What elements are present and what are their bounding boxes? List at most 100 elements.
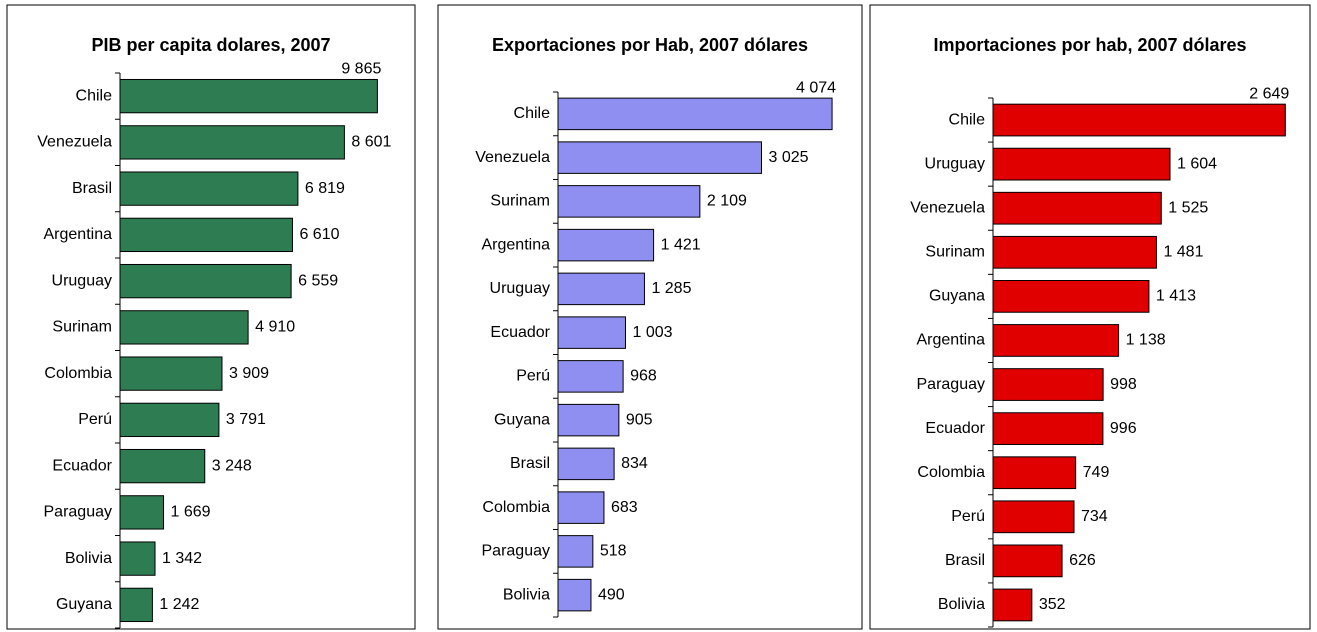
value-label: 4 910 [255, 319, 295, 336]
value-label: 998 [1110, 376, 1137, 393]
bar [992, 456, 1077, 490]
bar [992, 235, 1157, 269]
value-label: 9 865 [341, 61, 381, 78]
panel-frame [6, 4, 416, 630]
bar [119, 217, 293, 253]
bar [557, 272, 645, 306]
bar [992, 280, 1150, 313]
bar [119, 541, 156, 576]
category-label: Venezuela [37, 134, 112, 151]
value-label: 1 003 [632, 324, 672, 341]
value-label: 1 669 [171, 504, 211, 521]
bar [557, 360, 624, 393]
chart-title: Importaciones por hab, 2007 dólares [933, 35, 1247, 55]
value-label: 1 285 [651, 280, 691, 297]
category-label: Guyana [929, 288, 985, 305]
category-label: Chile [514, 105, 551, 122]
category-label: Uruguay [52, 272, 112, 289]
category-label: Ecuador [52, 457, 112, 474]
value-label: 683 [611, 499, 638, 516]
category-label: Surinam [52, 319, 112, 336]
value-label: 518 [600, 543, 627, 560]
value-label: 749 [1083, 464, 1110, 481]
chart-title: Exportaciones por Hab, 2007 dólares [491, 35, 809, 55]
bar [119, 263, 292, 299]
bar [119, 587, 153, 623]
category-label: Paraguay [917, 376, 986, 393]
value-label: 6 819 [305, 180, 345, 197]
category-label: Bolivia [65, 550, 112, 567]
bar [119, 310, 249, 345]
value-label: 1 342 [162, 550, 202, 567]
value-label: 626 [1069, 552, 1096, 569]
bar [557, 141, 762, 174]
value-label: 734 [1081, 508, 1108, 525]
value-label: 8 601 [351, 134, 391, 151]
bar [119, 78, 378, 114]
value-label: 834 [621, 455, 648, 472]
panel-frame [437, 4, 863, 630]
category-label: Venezuela [910, 199, 985, 216]
category-label: Argentina [44, 226, 113, 243]
category-label: Perú [516, 368, 550, 385]
value-label: 1 421 [661, 236, 701, 253]
category-label: Colombia [44, 365, 112, 382]
value-label: 905 [626, 411, 653, 428]
bar [992, 544, 1063, 578]
category-label: Chile [76, 87, 113, 104]
category-label: Guyana [494, 411, 550, 428]
bar [557, 403, 620, 437]
bar [557, 185, 701, 218]
category-label: Ecuador [925, 420, 985, 437]
category-label: Bolivia [503, 586, 550, 603]
category-label: Uruguay [490, 280, 550, 297]
value-label: 1 138 [1126, 332, 1166, 349]
bar [992, 412, 1104, 445]
bar [557, 97, 833, 131]
bar [992, 191, 1162, 225]
value-label: 1 481 [1163, 244, 1203, 261]
bar [557, 578, 592, 612]
category-label: Perú [78, 411, 112, 428]
value-label: 2 649 [1249, 85, 1289, 102]
category-label: Bolivia [938, 596, 985, 613]
category-label: Brasil [945, 552, 985, 569]
bar [992, 147, 1171, 181]
bar [119, 495, 165, 530]
category-label: Surinam [925, 244, 985, 261]
value-label: 3 791 [226, 411, 266, 428]
category-label: Paraguay [44, 504, 113, 521]
bar [557, 491, 605, 524]
value-label: 1 242 [159, 596, 199, 613]
value-label: 1 413 [1156, 288, 1196, 305]
category-label: Uruguay [925, 155, 985, 172]
value-label: 6 559 [298, 272, 338, 289]
bar [557, 447, 615, 481]
bar [119, 356, 223, 391]
value-label: 490 [598, 586, 625, 603]
category-label: Paraguay [482, 543, 551, 560]
category-label: Argentina [917, 332, 986, 349]
bar [557, 228, 655, 262]
category-label: Venezuela [475, 149, 550, 166]
value-label: 3 909 [229, 365, 269, 382]
category-label: Argentina [482, 236, 551, 253]
chart-title: PIB per capita dolares, 2007 [91, 35, 331, 55]
bar [119, 402, 220, 438]
panel-frame [869, 4, 1311, 630]
value-label: 3 025 [769, 149, 809, 166]
category-label: Colombia [482, 499, 550, 516]
bar [992, 103, 1286, 137]
category-label: Surinam [490, 193, 550, 210]
bar [557, 535, 594, 568]
category-label: Brasil [72, 180, 112, 197]
bar [992, 324, 1120, 357]
bar [119, 171, 299, 206]
value-label: 3 248 [212, 457, 252, 474]
category-label: Brasil [510, 455, 550, 472]
category-label: Ecuador [490, 324, 550, 341]
bar [992, 588, 1033, 622]
value-label: 352 [1039, 596, 1066, 613]
